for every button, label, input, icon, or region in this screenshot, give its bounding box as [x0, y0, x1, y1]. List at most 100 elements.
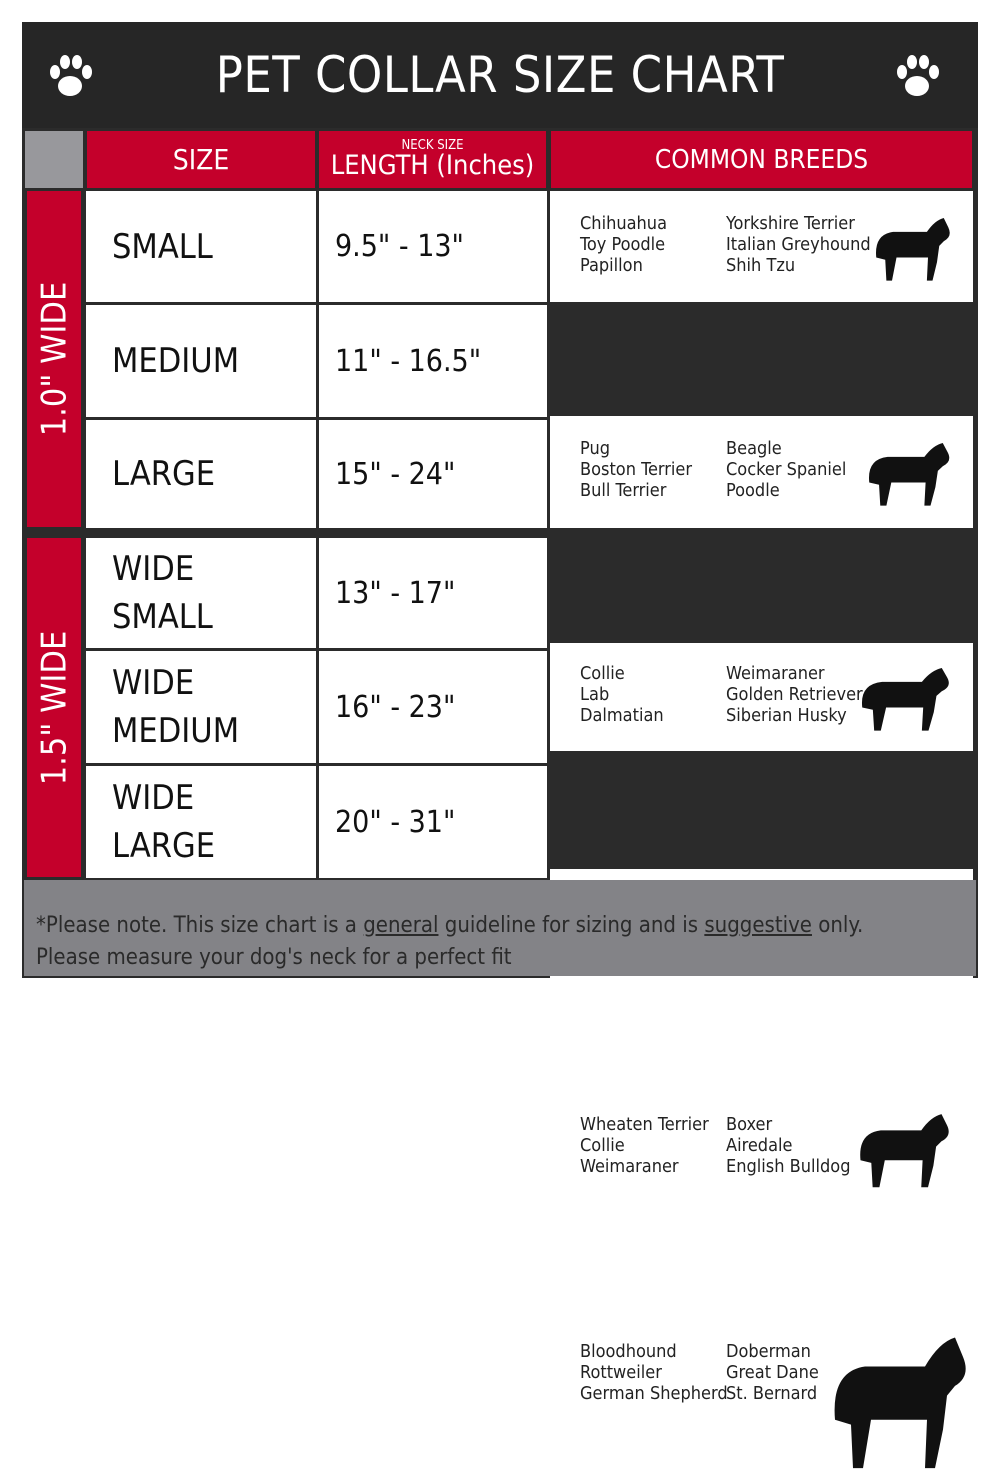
breed-name: German Shepherd	[580, 1383, 728, 1404]
breed-name: Pug	[580, 438, 610, 459]
breeds-list-b: Doberman Great Dane St. Bernard	[726, 1341, 819, 1404]
breed-name: Dalmatian	[580, 705, 664, 726]
length-value: 9.5" - 13"	[335, 229, 464, 264]
breed-name: Doberman	[726, 1341, 811, 1362]
breed-name: Weimaraner	[580, 1156, 679, 1177]
breeds-cell: Chihuahua Toy Poodle Papillon Yorkshire Te…	[550, 191, 973, 302]
breed-name: Rottweiler	[580, 1362, 662, 1383]
breed-name: Yorkshire Terrier	[726, 212, 855, 234]
size-name-part: LARGE	[112, 826, 216, 866]
footer-line-2: Please measure your dog's neck for a per…	[36, 945, 512, 970]
breeds-cell: Pug Boston Terrier Bull Terrier Beagle Cock…	[550, 416, 973, 528]
page-title: PET COLLAR SIZE CHART	[215, 46, 785, 104]
dog-silhouette-icon	[876, 217, 950, 281]
length-cell: 9.5" - 13"	[319, 191, 547, 302]
header-length: NECK SIZE LENGTH (Inches)	[319, 131, 546, 188]
breed-name: Lab	[580, 684, 610, 705]
breed-name: Toy Poodle	[580, 233, 666, 255]
breeds-list-b: Boxer Airedale English Bulldog	[726, 1114, 850, 1177]
group-label-text: 1.5" WIDE	[34, 630, 75, 785]
title-bar: PET COLLAR SIZE CHART	[22, 22, 978, 128]
size-cell: WIDE MEDIUM	[86, 651, 316, 763]
breed-name: Boston Terrier	[580, 459, 693, 480]
footer-note: *Please note. This size chart is a gener…	[24, 880, 976, 976]
dog-silhouette-icon	[868, 442, 950, 506]
length-value: 11" - 16.5"	[335, 343, 482, 379]
breed-name: Collie	[580, 1135, 625, 1156]
dog-silhouette-icon	[834, 1337, 966, 1469]
breed-name: Shih Tzu	[726, 254, 796, 276]
breed-name: Poodle	[726, 480, 780, 501]
breeds-list-a: Chihuahua Toy Poodle Papillon	[580, 213, 667, 276]
breed-name: Boxer	[726, 1114, 773, 1135]
size-cell: SMALL	[86, 191, 316, 302]
header-neck-size-label: NECK SIZE	[401, 138, 464, 153]
size-cell: WIDE LARGE	[86, 766, 316, 878]
breed-name: Bull Terrier	[580, 480, 667, 501]
breed-name: Cocker Spaniel	[726, 459, 847, 480]
paw-icon	[50, 55, 92, 96]
header-breeds-label: COMMON BREEDS	[654, 144, 869, 175]
breed-name: English Bulldog	[726, 1156, 851, 1177]
group-label-2: 1.5" WIDE	[27, 538, 81, 877]
group-label-text: 1.0" WIDE	[34, 281, 75, 437]
length-cell: 20" - 31"	[319, 766, 547, 878]
breeds-cell: Wheaten Terrier Collie Weimaraner Boxer Air…	[550, 1092, 973, 1204]
breed-name: Papillon	[580, 254, 643, 276]
footer-text: *Please note. This size chart is a	[36, 913, 364, 938]
header-breeds: COMMON BREEDS	[551, 131, 972, 188]
size-name-part: MEDIUM	[112, 711, 240, 751]
breed-name: Italian Greyhound	[726, 233, 871, 255]
length-cell: 13" - 17"	[319, 538, 547, 648]
dog-silhouette-icon	[861, 667, 949, 731]
size-name-part: WIDE	[112, 663, 195, 703]
breed-name: Siberian Husky	[726, 705, 847, 726]
breed-name: Collie	[580, 663, 625, 684]
size-cell: MEDIUM	[86, 305, 316, 417]
breeds-list-b: Yorkshire Terrier Italian Greyhound Shih T…	[726, 213, 871, 276]
breed-name: Weimaraner	[726, 663, 825, 684]
header-length-label: LENGTH (Inches)	[330, 150, 535, 181]
breed-name: Great Dane	[726, 1362, 819, 1383]
size-cell: LARGE	[86, 420, 316, 528]
footer-line-1: *Please note. This size chart is a gener…	[36, 910, 976, 942]
length-cell: 16" - 23"	[319, 651, 547, 763]
breeds-cell: Bloodhound Rottweiler German Shepherd Dobe…	[550, 1319, 973, 1469]
breed-name: Airedale	[726, 1135, 793, 1156]
breed-name: Golden Retriever	[726, 684, 863, 705]
size-name-part: WIDE	[112, 549, 195, 589]
paw-icon	[897, 55, 939, 96]
header-size: SIZE	[87, 131, 315, 188]
breed-name: Bloodhound	[580, 1341, 677, 1362]
footer-text: guideline for sizing and is	[438, 913, 705, 938]
size-name-part: SMALL	[112, 597, 213, 637]
breeds-list-a: Bloodhound Rottweiler German Shepherd	[580, 1341, 728, 1404]
breed-name: Wheaten Terrier	[580, 1114, 709, 1135]
breeds-list-b: Beagle Cocker Spaniel Poodle	[726, 438, 846, 501]
length-value: 20" - 31"	[335, 804, 456, 840]
breed-name: Chihuahua	[580, 212, 667, 234]
header-corner	[25, 131, 83, 188]
size-name: MEDIUM	[112, 341, 240, 381]
breeds-list-a: Collie Lab Dalmatian	[580, 663, 664, 726]
breeds-list-a: Pug Boston Terrier Bull Terrier	[580, 438, 692, 501]
size-cell: WIDE SMALL	[86, 538, 316, 648]
size-name: SMALL	[112, 226, 213, 267]
size-name: LARGE	[112, 454, 216, 494]
header-size-label: SIZE	[172, 143, 230, 176]
breeds-list-a: Wheaten Terrier Collie Weimaraner	[580, 1114, 709, 1177]
length-cell: 11" - 16.5"	[319, 305, 547, 417]
length-value: 16" - 23"	[335, 689, 456, 725]
breeds-list-b: Weimaraner Golden Retriever Siberian Husky	[726, 663, 863, 726]
breed-name: Beagle	[726, 438, 782, 459]
length-value: 13" - 17"	[335, 575, 456, 611]
length-cell: 15" - 24"	[319, 420, 547, 528]
size-name-part: WIDE	[112, 778, 195, 818]
footer-text: only.	[811, 913, 864, 938]
breeds-cell: Collie Lab Dalmatian Weimaraner Golden Retr…	[550, 643, 973, 751]
length-value: 15" - 24"	[335, 456, 456, 492]
group-label-1: 1.0" WIDE	[27, 191, 81, 527]
footer-underlined: suggestive	[704, 913, 812, 938]
dog-silhouette-icon	[860, 1114, 949, 1188]
breed-name: St. Bernard	[726, 1383, 818, 1404]
